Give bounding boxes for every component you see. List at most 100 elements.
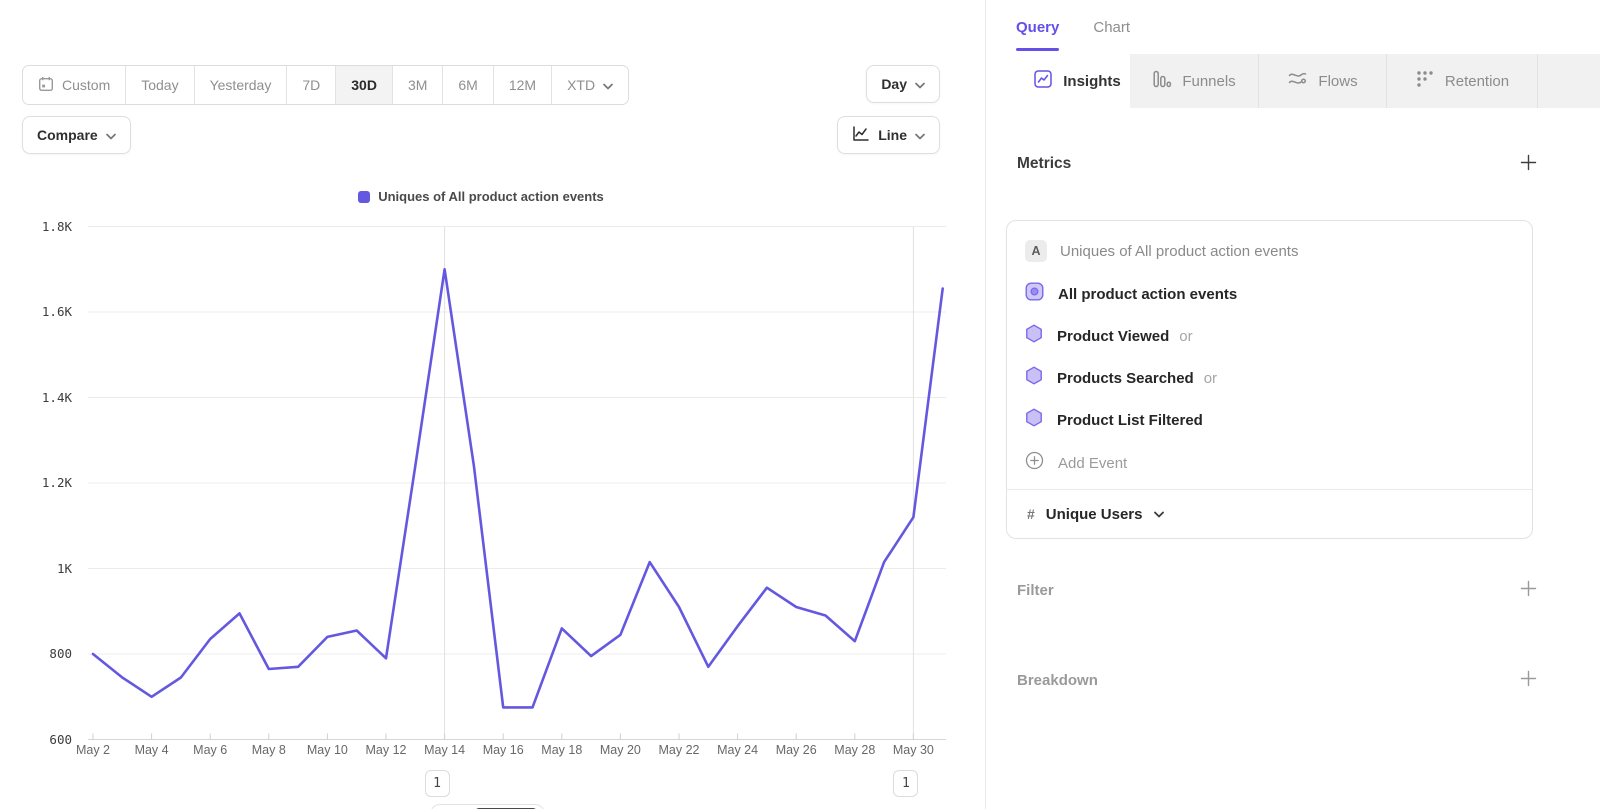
breakdown-section: Breakdown bbox=[1017, 668, 1539, 692]
compare-dropdown[interactable]: Compare bbox=[22, 116, 131, 154]
report-tab-label: Funnels bbox=[1182, 72, 1236, 90]
line-chart[interactable]: 600 800 1K 1.2K 1.4K 1.6K 1.8K May 2 May 4 May 6 M… bbox=[0, 0, 985, 809]
add-filter-button[interactable] bbox=[1518, 578, 1539, 602]
plus-icon bbox=[1520, 580, 1537, 600]
y-axis-tick-label: 1.6K bbox=[41, 304, 72, 319]
x-axis-tick-label: May 8 bbox=[251, 743, 286, 757]
plus-icon bbox=[1520, 154, 1537, 174]
filter-label: Filter bbox=[1017, 581, 1054, 599]
report-tab-insights[interactable]: Insights bbox=[1024, 54, 1130, 108]
event-or-suffix: or bbox=[1179, 327, 1193, 345]
measurement-dropdown[interactable]: # Unique Users bbox=[1007, 490, 1532, 538]
x-axis-tick-label: May 28 bbox=[834, 743, 876, 757]
funnels-icon bbox=[1152, 69, 1172, 93]
event-row[interactable]: Products Searched or bbox=[1007, 357, 1532, 399]
add-event-button[interactable]: Add Event bbox=[1007, 441, 1532, 485]
report-tab-retention[interactable]: Retention bbox=[1387, 54, 1538, 108]
card-divider bbox=[1007, 489, 1532, 490]
event-row[interactable]: All product action events bbox=[1007, 273, 1532, 315]
x-axis-tick-label: May 18 bbox=[541, 743, 583, 757]
x-axis-tick-label: May 20 bbox=[599, 743, 641, 757]
range-option-6m[interactable]: 6M bbox=[443, 66, 494, 104]
series-header-label: Uniques of All product action events bbox=[1060, 242, 1299, 260]
granularity-label: Day bbox=[881, 76, 907, 92]
x-axis-tick-label: May 10 bbox=[306, 743, 348, 757]
line-chart-icon bbox=[852, 125, 870, 145]
legend-swatch bbox=[358, 190, 371, 203]
series-letter-badge: A bbox=[1025, 240, 1047, 262]
y-axis-tick-label: 600 bbox=[49, 731, 72, 747]
annotation-badge[interactable]: 1 bbox=[424, 770, 450, 797]
report-tab-label: Insights bbox=[1063, 72, 1121, 90]
x-axis-tick-label: May 16 bbox=[482, 743, 524, 757]
report-tab-label: Retention bbox=[1444, 72, 1510, 90]
x-axis-tick-label: May 4 bbox=[134, 743, 169, 757]
chart-legend[interactable]: Uniques of All product action events bbox=[0, 189, 962, 204]
report-tab-label: Flows bbox=[1318, 72, 1358, 90]
report-type-tabs: Insights Funnels Flows Retention bbox=[1024, 54, 1600, 108]
chart-canvas bbox=[88, 226, 946, 740]
compare-label: Compare bbox=[37, 127, 98, 143]
y-axis-tick-label: 1K bbox=[56, 560, 72, 576]
plus-icon bbox=[1520, 670, 1537, 690]
metric-series-header[interactable]: A Uniques of All product action events bbox=[1007, 229, 1532, 273]
range-option-label: Custom bbox=[62, 77, 111, 93]
measurement-label: Unique Users bbox=[1045, 505, 1143, 523]
circle-plus-icon bbox=[1025, 451, 1044, 475]
breakdown-label: Breakdown bbox=[1017, 671, 1098, 689]
range-option-today[interactable]: Today bbox=[126, 66, 195, 104]
range-option-3m[interactable]: 3M bbox=[392, 66, 444, 104]
event-hexagon-icon bbox=[1025, 324, 1043, 348]
event-hexagon-icon bbox=[1025, 366, 1043, 390]
calendar-icon bbox=[38, 76, 54, 95]
event-name: All product action events bbox=[1058, 285, 1238, 303]
event-row[interactable]: Product List Filtered bbox=[1007, 399, 1532, 441]
chart-type-dropdown[interactable]: Line bbox=[837, 116, 940, 154]
metric-card: A Uniques of All product action events A… bbox=[1006, 220, 1533, 539]
range-option-30d[interactable]: 30D bbox=[336, 66, 393, 104]
insights-icon bbox=[1033, 69, 1053, 93]
tab-strip-filler bbox=[1538, 54, 1600, 108]
range-option-yesterday[interactable]: Yesterday bbox=[194, 66, 288, 104]
retention-icon bbox=[1415, 69, 1435, 93]
range-option-custom[interactable]: Custom bbox=[23, 66, 127, 104]
range-option-label: 7D bbox=[302, 77, 321, 93]
range-option-xtd[interactable]: XTD bbox=[552, 66, 629, 104]
add-event-label: Add Event bbox=[1058, 454, 1128, 472]
report-tab-funnels[interactable]: Funnels bbox=[1130, 54, 1259, 108]
range-option-7d[interactable]: 7D bbox=[287, 66, 337, 104]
add-metric-button[interactable] bbox=[1518, 152, 1539, 176]
event-or-suffix: or bbox=[1203, 369, 1218, 387]
event-row[interactable]: Product Viewed or bbox=[1007, 315, 1532, 357]
metrics-header: Metrics bbox=[1017, 152, 1539, 176]
range-option-12m[interactable]: 12M bbox=[493, 66, 553, 104]
add-breakdown-button[interactable] bbox=[1518, 668, 1539, 692]
pane-tabs: Query Chart bbox=[1016, 0, 1130, 54]
event-name: Products Searched bbox=[1057, 369, 1194, 387]
event-name: Product Viewed bbox=[1057, 327, 1170, 345]
range-option-label: Yesterday bbox=[209, 77, 272, 93]
number-symbol: # bbox=[1027, 506, 1035, 522]
range-option-label: 12M bbox=[508, 77, 537, 93]
y-axis-tick-label: 800 bbox=[49, 646, 72, 661]
x-axis-tick-label: May 30 bbox=[892, 743, 934, 757]
x-axis-tick-label: May 2 bbox=[75, 743, 111, 757]
annotation-badge[interactable]: 1 bbox=[893, 770, 919, 797]
tab-query[interactable]: Query bbox=[1016, 0, 1060, 54]
x-axis-tick-label: May 24 bbox=[717, 743, 759, 757]
granularity-dropdown[interactable]: Day bbox=[866, 65, 940, 103]
date-range-segmented-control: Custom Today Yesterday 7D 30D 3M 6M 12M XTD bbox=[22, 65, 630, 105]
chevron-down-icon bbox=[1153, 505, 1164, 523]
report-tab-flows[interactable]: Flows bbox=[1259, 54, 1387, 108]
range-option-label: 6M bbox=[458, 77, 478, 93]
legend-label: Uniques of All product action events bbox=[378, 189, 604, 204]
chevron-down-icon bbox=[915, 76, 925, 92]
y-axis-tick-label: 1.4K bbox=[41, 389, 72, 405]
event-name: Product List Filtered bbox=[1057, 411, 1203, 429]
event-group-icon bbox=[1025, 282, 1044, 306]
y-axis-tick-label: 1.8K bbox=[41, 218, 72, 234]
tab-chart[interactable]: Chart bbox=[1093, 18, 1131, 36]
event-hexagon-icon bbox=[1025, 408, 1043, 432]
cutoff-popover bbox=[430, 804, 545, 809]
